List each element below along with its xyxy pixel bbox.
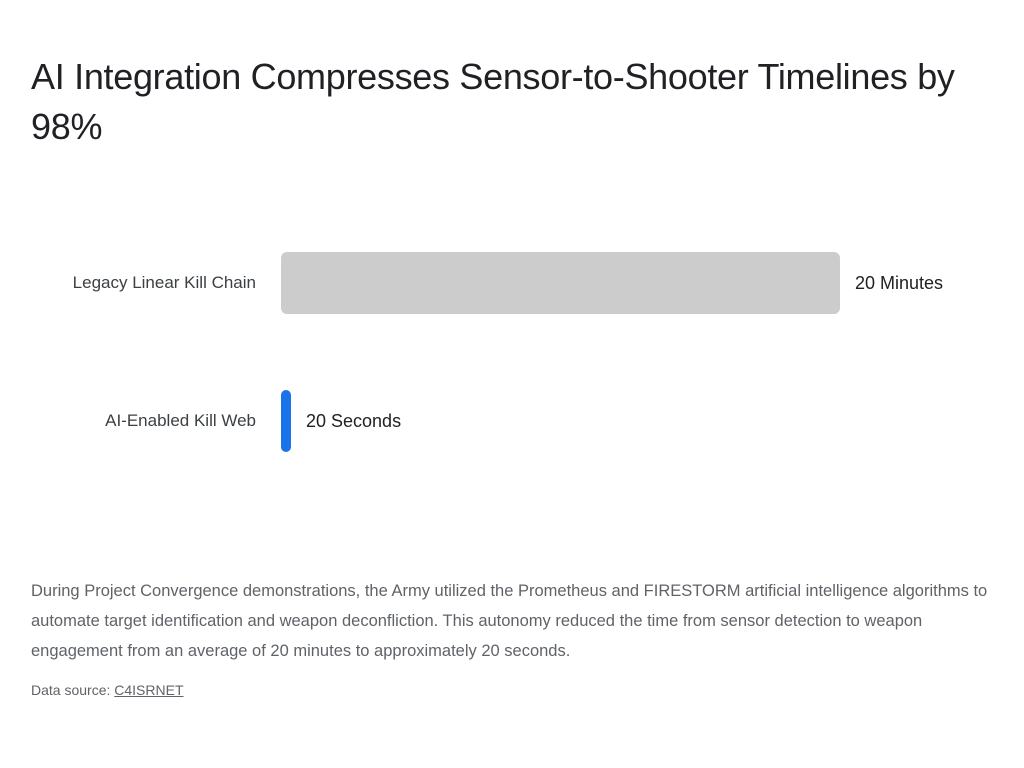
chart-title: AI Integration Compresses Sensor-to-Shoo… xyxy=(31,56,955,147)
value-label: 20 Minutes xyxy=(855,273,944,293)
bar-legacy-kill-chain xyxy=(281,252,840,314)
bar-ai-kill-web xyxy=(281,390,291,452)
chart-description: During Project Convergence demonstration… xyxy=(31,582,988,660)
bar-row-ai: AI-Enabled Kill Web 20 Seconds xyxy=(0,390,1024,452)
bar-row-legacy: Legacy Linear Kill Chain 20 Minutes xyxy=(0,252,1024,314)
category-label: Legacy Linear Kill Chain xyxy=(72,273,256,292)
source-link[interactable]: C4ISRNET xyxy=(114,682,184,698)
value-label: 20 Seconds xyxy=(306,411,402,431)
data-source: Data source: C4ISRNET xyxy=(31,680,184,700)
category-label: AI-Enabled Kill Web xyxy=(105,411,256,430)
bar-chart: Legacy Linear Kill Chain 20 Minutes AI-E… xyxy=(0,240,1024,470)
source-prefix: Data source: xyxy=(31,682,115,698)
